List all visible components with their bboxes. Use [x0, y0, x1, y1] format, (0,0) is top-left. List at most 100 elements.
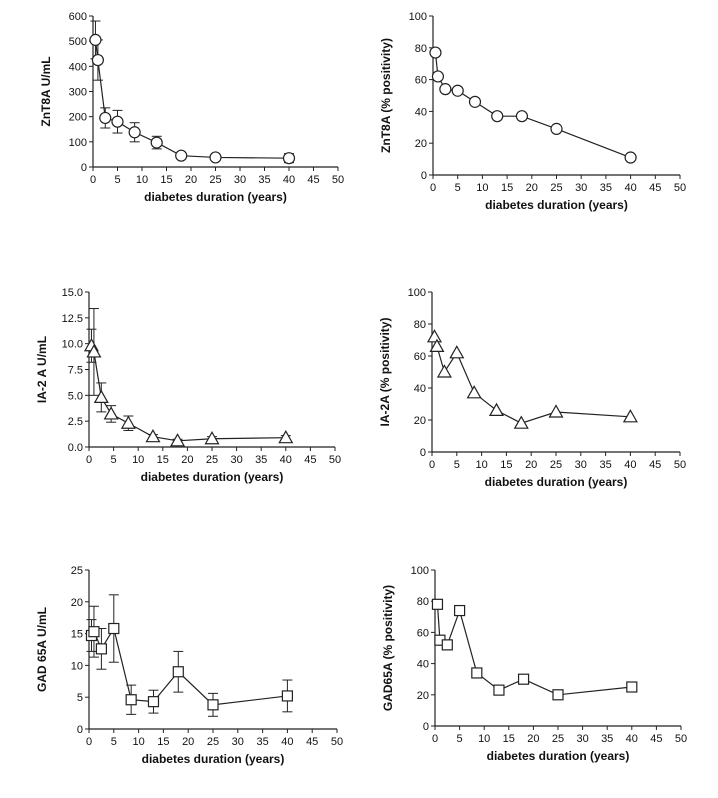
- data-point: [170, 433, 186, 447]
- y-tick-label: 300: [69, 87, 87, 99]
- y-tick-label: 600: [69, 11, 87, 23]
- y-tick-label: 80: [414, 319, 426, 331]
- x-tick-label: 15: [157, 736, 169, 748]
- y-axis-title: GAD65A (% positivity): [381, 585, 395, 711]
- data-point: [103, 406, 119, 420]
- data-point: [120, 415, 136, 429]
- data-point: [278, 429, 294, 444]
- y-axis-title: IA-2 A U/mL: [35, 336, 49, 403]
- x-tick-label: 40: [626, 733, 638, 745]
- y-tick-label: 40: [414, 383, 426, 395]
- x-tick-label: 0: [432, 733, 438, 745]
- x-tick-label: 10: [475, 459, 487, 471]
- x-tick-label: 50: [331, 736, 343, 748]
- x-tick-label: 35: [256, 736, 268, 748]
- data-point: [471, 667, 483, 679]
- data-point: [431, 598, 444, 610]
- x-tick-label: 25: [550, 459, 562, 471]
- data-point: [281, 690, 293, 702]
- data-point: [517, 673, 530, 685]
- series-line: [90, 345, 286, 442]
- y-tick-label: 20: [415, 138, 427, 150]
- x-axis-title: diabetes duration (years): [487, 749, 630, 763]
- data-point: [466, 385, 482, 399]
- x-tick-label: 5: [454, 459, 460, 471]
- x-tick-label: 15: [500, 459, 512, 471]
- data-point: [468, 95, 482, 108]
- data-point: [172, 666, 184, 678]
- x-tick-label: 25: [207, 736, 219, 748]
- x-tick-label: 50: [332, 174, 344, 186]
- chart-panel-bottom-right: 0 20 40 60 80 100 0 5 10 15 20 25 30 35 40 45 50 diabetes…: [381, 565, 687, 763]
- data-point: [91, 53, 105, 67]
- x-tick-label: 50: [674, 459, 686, 471]
- data-point: [436, 364, 452, 378]
- data-point: [550, 122, 563, 135]
- x-tick-label: 20: [182, 736, 194, 748]
- x-tick-label: 10: [132, 454, 144, 466]
- x-tick-label: 30: [234, 174, 246, 186]
- x-tick-label: 5: [111, 736, 117, 748]
- x-tick-label: 5: [457, 733, 463, 745]
- x-tick-label: 15: [503, 733, 515, 745]
- y-tick-label: 0: [423, 721, 429, 733]
- y-axis-title: ZnT8A U/mL: [39, 56, 53, 126]
- x-tick-label: 40: [280, 454, 292, 466]
- data-point: [431, 70, 445, 83]
- x-tick-label: 30: [575, 459, 587, 471]
- y-axis-title: GAD 65A U/mL: [35, 607, 49, 692]
- x-tick-label: 45: [306, 736, 318, 748]
- data-point: [513, 415, 529, 429]
- chart-panel-middle-left: 0.0 2.5 5.0 7.5 10.0 12.5 15.0 0 5 10 15 20 25 30 35 40…: [35, 287, 341, 484]
- data-point: [128, 126, 141, 139]
- y-tick-label: 10.0: [62, 339, 83, 351]
- data-point: [491, 110, 504, 123]
- x-tick-label: 10: [478, 733, 490, 745]
- y-tick-label: 20: [414, 415, 426, 427]
- x-tick-label: 20: [525, 459, 537, 471]
- data-point: [552, 689, 564, 701]
- x-tick-label: 0: [90, 174, 96, 186]
- data-point: [426, 329, 443, 343]
- x-axis-title: diabetes duration (years): [485, 475, 628, 489]
- x-tick-label: 25: [206, 454, 218, 466]
- y-tick-label: 0: [77, 724, 83, 736]
- x-axis-title: diabetes duration (years): [141, 470, 284, 484]
- y-tick-label: 20: [71, 597, 83, 609]
- y-tick-label: 0: [420, 447, 426, 459]
- x-tick-label: 40: [281, 736, 293, 748]
- data-point: [626, 681, 638, 693]
- x-tick-label: 10: [476, 182, 488, 194]
- x-tick-label: 20: [526, 182, 538, 194]
- series-line: [436, 604, 632, 696]
- x-tick-label: 50: [674, 182, 686, 194]
- y-tick-label: 5: [77, 692, 83, 704]
- x-tick-label: 40: [624, 459, 636, 471]
- y-tick-label: 15.0: [62, 287, 83, 299]
- x-tick-label: 30: [575, 182, 587, 194]
- data-point: [493, 684, 505, 696]
- x-tick-label: 5: [455, 182, 461, 194]
- x-tick-label: 20: [527, 733, 539, 745]
- y-tick-label: 100: [409, 11, 427, 23]
- data-point: [88, 626, 100, 638]
- data-point: [624, 151, 637, 164]
- y-tick-label: 0: [81, 162, 87, 174]
- data-point: [204, 431, 220, 445]
- x-tick-label: 30: [576, 733, 588, 745]
- x-tick-label: 45: [304, 454, 316, 466]
- x-tick-label: 45: [307, 174, 319, 186]
- y-axis-title: IA-2A (% positivity): [378, 318, 392, 427]
- x-tick-label: 0: [430, 182, 436, 194]
- x-tick-label: 45: [649, 182, 661, 194]
- y-tick-label: 100: [69, 137, 87, 149]
- x-tick-label: 30: [230, 454, 242, 466]
- data-point: [175, 149, 188, 162]
- data-point: [515, 110, 529, 123]
- data-point: [454, 604, 466, 617]
- x-tick-label: 35: [599, 459, 611, 471]
- x-tick-label: 35: [600, 182, 612, 194]
- x-tick-label: 35: [255, 454, 267, 466]
- x-tick-label: 10: [136, 174, 148, 186]
